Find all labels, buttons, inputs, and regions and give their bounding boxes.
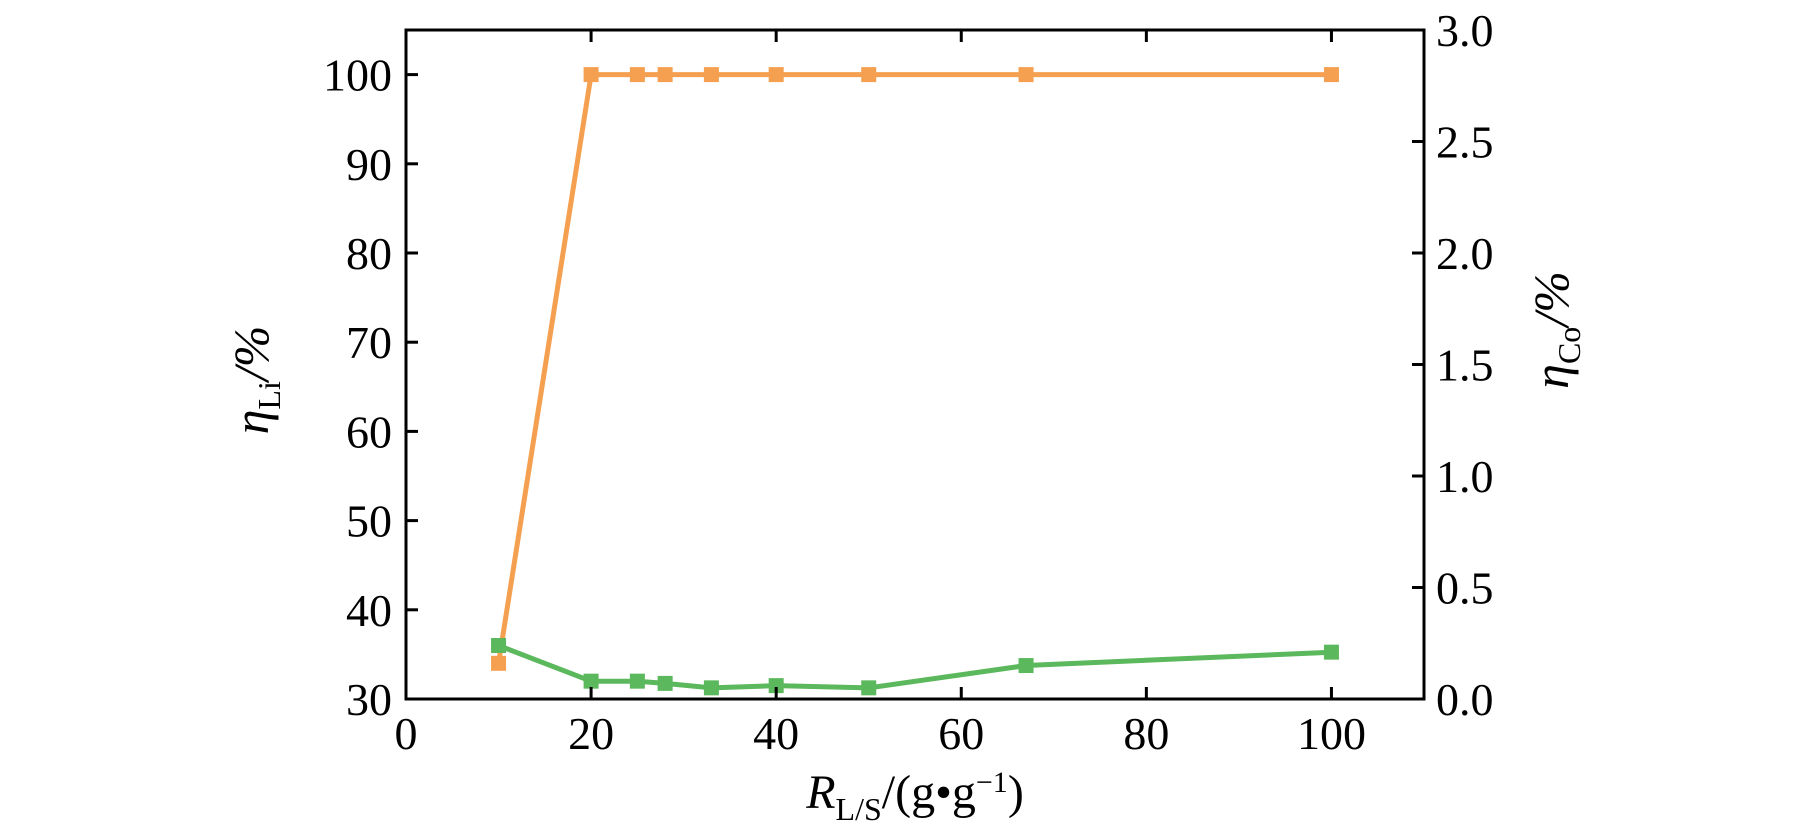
y-left-tick-label: 100 [323, 50, 392, 101]
y-left-tick-label: 70 [346, 317, 392, 368]
data-point-right [1018, 658, 1034, 674]
x-tick-label: 100 [1297, 708, 1366, 759]
series-line-left [496, 72, 1332, 664]
y-right-axis-label: ηCo/% [1523, 271, 1587, 389]
series-layer [491, 67, 1339, 696]
y-right-tick-label: 1.0 [1436, 451, 1494, 502]
y-left-tick-label: 50 [346, 496, 392, 547]
y-left-tick-label: 40 [346, 585, 392, 636]
plot-frame [404, 28, 1426, 701]
y-left-tick-label: 60 [346, 406, 392, 457]
x-tick-label: 0 [395, 708, 418, 759]
y-right-tick-label: 0.0 [1436, 674, 1494, 725]
y-left-axis-label: ηLi/% [223, 326, 287, 435]
y-right-tick-label: 1.5 [1436, 340, 1494, 391]
y-right-tick-label: 2.5 [1436, 117, 1494, 168]
x-tick-label: 40 [753, 708, 799, 759]
data-point-left [768, 67, 784, 83]
data-point-right [657, 675, 673, 691]
y-left-tick-label: 80 [346, 228, 392, 279]
y-right-tick-label: 3.0 [1436, 5, 1494, 56]
data-point-left [1018, 67, 1034, 83]
data-point-right [491, 637, 507, 653]
data-point-right [629, 673, 645, 689]
data-point-left [861, 67, 877, 83]
data-point-right [1323, 644, 1339, 660]
data-point-left [703, 67, 719, 83]
data-point-left [629, 67, 645, 83]
series-line-right [497, 643, 1332, 691]
ticks-layer: 0 20 40 60 80 100 30 40 50 60 70 80 90 100 0.0 0.5 1.0 1.… [323, 5, 1494, 759]
data-point-right [861, 680, 877, 696]
x-tick-label: 20 [568, 708, 614, 759]
data-point-left [1323, 67, 1339, 83]
y-right-tick-label: 2.0 [1436, 228, 1494, 279]
x-tick-label: 60 [938, 708, 984, 759]
y-left-tick-label: 30 [346, 674, 392, 725]
data-point-right [703, 680, 719, 696]
x-tick-label: 80 [1123, 708, 1169, 759]
data-point-left [491, 655, 507, 671]
data-point-right [768, 678, 784, 694]
data-point-left [657, 67, 673, 83]
y-left-tick-label: 90 [346, 139, 392, 190]
x-axis-label: RL/S/(g•g−1) [805, 766, 1024, 827]
y-right-tick-label: 0.5 [1436, 563, 1494, 614]
data-point-left [583, 67, 599, 83]
data-point-right [583, 673, 599, 689]
